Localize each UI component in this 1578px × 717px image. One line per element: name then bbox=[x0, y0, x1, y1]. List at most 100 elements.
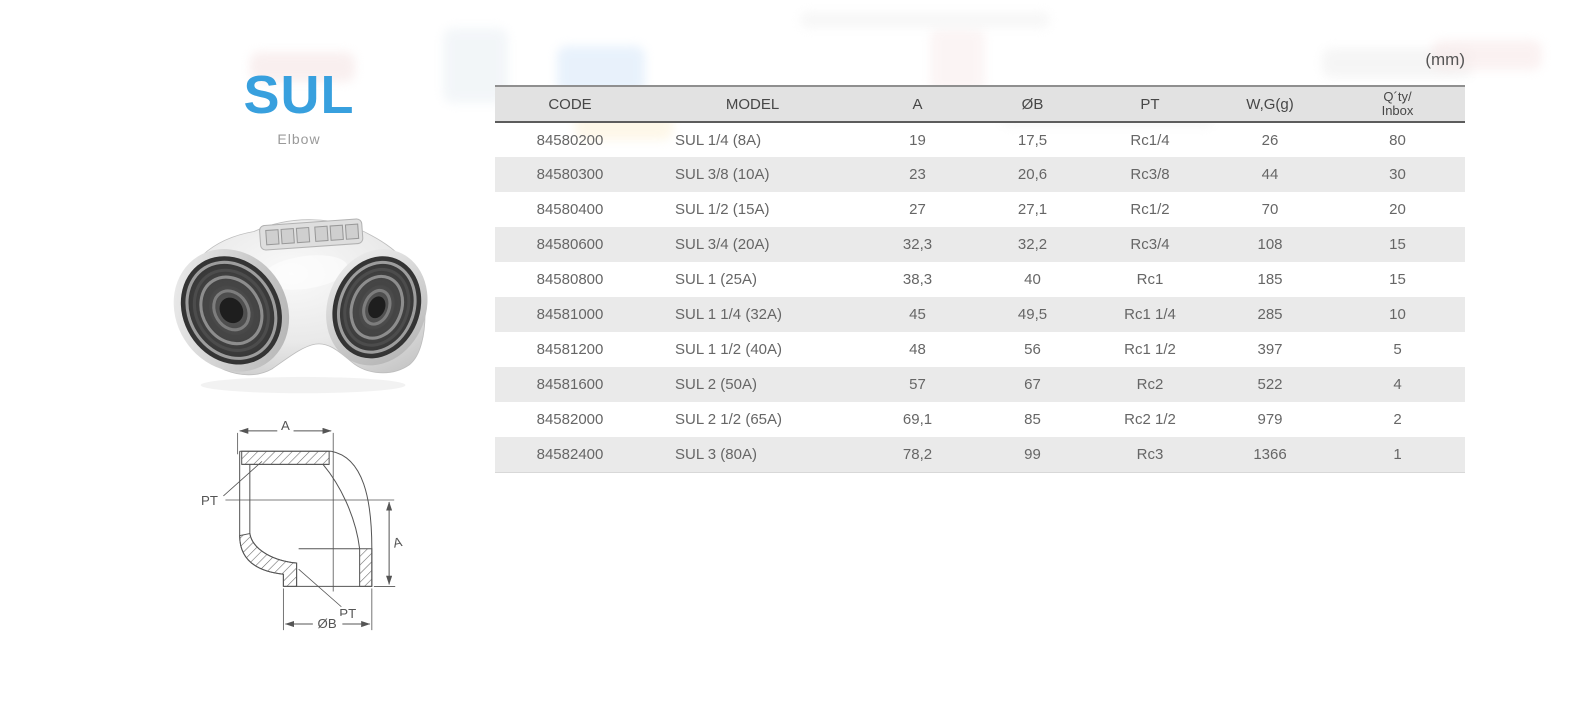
table-cell: 45 bbox=[909, 306, 926, 323]
product-photo bbox=[172, 192, 428, 398]
technical-drawing: A A PT PT ØB bbox=[138, 398, 443, 663]
table-row: 84580800 SUL 1 (25A) 38,3 40 Rc1 185 15 bbox=[495, 262, 1465, 297]
column-header: Q´ty/Inbox bbox=[1330, 85, 1465, 123]
elbow-section-drawing: A A PT PT ØB bbox=[201, 418, 404, 631]
table-cell: 26 bbox=[1261, 131, 1279, 149]
table-cell: Rc3 bbox=[1090, 437, 1210, 473]
table-cell: 84581000 bbox=[536, 306, 604, 323]
column-header: MODEL bbox=[645, 85, 860, 123]
table-cell: Rc1 1/4 bbox=[1124, 306, 1176, 323]
table-cell: 32,3 bbox=[902, 236, 933, 253]
spec-table-wrap: CODE MODEL A ØB PT W,G(g) Q´ty/Inbox 84580200 S… bbox=[495, 85, 1465, 473]
product-subtitle: Elbow bbox=[277, 131, 321, 147]
table-cell: 23 bbox=[909, 166, 926, 183]
table-cell: 38,3 bbox=[902, 271, 933, 288]
table-cell: 20,6 bbox=[1017, 166, 1048, 183]
table-cell: 85 bbox=[1024, 411, 1041, 428]
table-row: 84580600 SUL 3/4 (20A) 32,3 32,2 Rc3/4 108 15 bbox=[495, 227, 1465, 262]
table-cell: 48 bbox=[909, 341, 926, 358]
table-cell: 84580400 bbox=[536, 201, 604, 218]
table-cell: Rc3/4 bbox=[1130, 236, 1170, 253]
bore-label-db: ØB bbox=[318, 616, 337, 631]
column-header: PT bbox=[1090, 85, 1210, 123]
table-cell: 84582000 bbox=[536, 411, 604, 428]
table-cell: 2 bbox=[1393, 411, 1402, 428]
table-cell: Rc1/2 bbox=[1130, 201, 1170, 218]
table-cell: 84580300 bbox=[536, 166, 604, 183]
table-cell: 84582400 bbox=[495, 437, 645, 473]
column-header: ØB bbox=[975, 85, 1090, 123]
table-cell: 80 bbox=[1389, 131, 1406, 149]
table-cell: SUL 2 (50A) bbox=[675, 376, 757, 393]
scan-artifact bbox=[800, 12, 1050, 28]
table-cell: 15 bbox=[1389, 271, 1406, 288]
header-row: CODE MODEL A ØB PT W,G(g) Q´ty/Inbox bbox=[495, 85, 1465, 123]
table-row: 84581000 SUL 1 1/4 (32A) 45 49,5 Rc1 1/4 285 1… bbox=[495, 297, 1465, 332]
dim-label-a-right: A bbox=[392, 534, 404, 551]
table-cell: 84581600 bbox=[536, 376, 604, 393]
table-cell: SUL 3/4 (20A) bbox=[675, 236, 770, 253]
table-cell: 17,5 bbox=[1017, 131, 1048, 149]
table-cell: 84580600 bbox=[536, 236, 604, 253]
table-cell: 285 bbox=[1257, 306, 1283, 323]
table-cell: 78,2 bbox=[860, 437, 975, 473]
table-row: 84580300 SUL 3/8 (10A) 23 20,6 Rc3/8 44 30 bbox=[495, 157, 1465, 192]
table-cell: 44 bbox=[1261, 166, 1279, 183]
spec-table-body: 84580200 SUL 1/4 (8A) 19 17,5 Rc1/4 26 80 84580… bbox=[495, 122, 1465, 473]
table-cell: 27 bbox=[909, 201, 926, 218]
table-cell: 27,1 bbox=[1017, 201, 1048, 218]
table-cell: Rc3/8 bbox=[1130, 166, 1170, 183]
table-cell: 56 bbox=[1024, 341, 1041, 358]
table-row: 84580200 SUL 1/4 (8A) 19 17,5 Rc1/4 26 80 bbox=[495, 122, 1465, 157]
table-cell: SUL 3 (80A) bbox=[645, 437, 860, 473]
elbow-fitting-photo-image bbox=[173, 218, 428, 394]
table-cell: 57 bbox=[909, 376, 926, 393]
column-header: W,G(g) bbox=[1210, 85, 1330, 123]
product-title: SUL bbox=[243, 65, 355, 125]
table-cell: 397 bbox=[1257, 341, 1283, 358]
table-cell: 32,2 bbox=[1017, 236, 1048, 253]
table-cell: Rc1 1/2 bbox=[1124, 341, 1176, 358]
table-cell: SUL 1/4 (8A) bbox=[675, 131, 762, 149]
spec-table: CODE MODEL A ØB PT W,G(g) Q´ty/Inbox 84580200 S… bbox=[495, 85, 1465, 473]
table-cell: Rc1/4 bbox=[1130, 131, 1170, 149]
table-cell: 20 bbox=[1389, 201, 1406, 218]
table-row: 84581600 SUL 2 (50A) 57 67 Rc2 522 4 bbox=[495, 367, 1465, 402]
table-cell: 1 bbox=[1330, 437, 1465, 473]
table-cell: Rc2 bbox=[1136, 376, 1164, 393]
table-cell: 5 bbox=[1393, 341, 1402, 358]
table-row: 84581200 SUL 1 1/2 (40A) 48 56 Rc1 1/2 397 5 bbox=[495, 332, 1465, 367]
table-row: 84582400 SUL 3 (80A) 78,2 99 Rc3 1366 1 bbox=[495, 437, 1465, 473]
table-cell: 522 bbox=[1257, 376, 1283, 393]
table-cell: SUL 1 1/4 (32A) bbox=[675, 306, 782, 323]
table-cell: 49,5 bbox=[1017, 306, 1048, 323]
scan-artifact bbox=[930, 28, 985, 93]
thread-label-pt-upper: PT bbox=[201, 493, 218, 508]
table-cell: 15 bbox=[1389, 236, 1406, 253]
table-cell: 10 bbox=[1389, 306, 1406, 323]
dim-label-a-top: A bbox=[281, 418, 290, 433]
table-cell: 84580800 bbox=[536, 271, 604, 288]
thread-label-pt-lower: PT bbox=[339, 606, 356, 621]
table-cell: 4 bbox=[1393, 376, 1402, 393]
table-cell: SUL 1/2 (15A) bbox=[675, 201, 770, 218]
table-cell: 108 bbox=[1257, 236, 1283, 253]
table-cell: 185 bbox=[1257, 271, 1283, 288]
table-cell: 30 bbox=[1389, 166, 1406, 183]
table-cell: Rc2 1/2 bbox=[1124, 411, 1176, 428]
unit-label: (mm) bbox=[1425, 50, 1465, 69]
column-header: CODE bbox=[495, 85, 645, 123]
table-cell: 40 bbox=[1024, 271, 1041, 288]
table-cell: Rc1 bbox=[1136, 271, 1164, 288]
table-cell: 1366 bbox=[1210, 437, 1330, 473]
table-row: 84580400 SUL 1/2 (15A) 27 27,1 Rc1/2 70 20 bbox=[495, 192, 1465, 227]
table-cell: 979 bbox=[1257, 411, 1283, 428]
spec-table-header: CODE MODEL A ØB PT W,G(g) Q´ty/Inbox bbox=[495, 85, 1465, 123]
table-cell: 84580200 bbox=[536, 131, 604, 149]
table-cell: 69,1 bbox=[902, 411, 933, 428]
table-cell: 19 bbox=[909, 131, 926, 149]
table-cell: SUL 1 (25A) bbox=[675, 271, 757, 288]
column-header: A bbox=[860, 85, 975, 123]
table-cell: SUL 2 1/2 (65A) bbox=[675, 411, 782, 428]
table-cell: SUL 3/8 (10A) bbox=[675, 166, 770, 183]
